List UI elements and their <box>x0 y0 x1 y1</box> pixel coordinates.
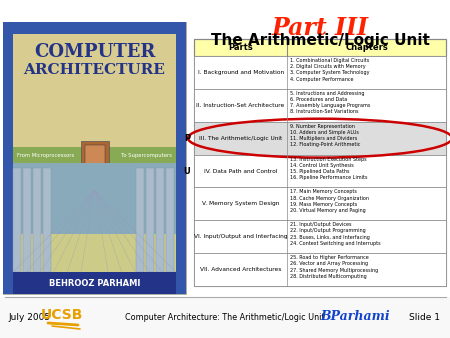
Text: BEHROOZ PARHAMI: BEHROOZ PARHAMI <box>49 279 140 288</box>
Text: P: P <box>184 134 190 143</box>
Text: VII. Advanced Architectures: VII. Advanced Architectures <box>200 267 281 272</box>
FancyBboxPatch shape <box>146 168 154 272</box>
Text: Computer Architecture: The Arithmetic/Logic Unit: Computer Architecture: The Arithmetic/Lo… <box>125 314 325 322</box>
Text: 25. Road to Higher Performance
26. Vector and Array Processing
27. Shared Memory: 25. Road to Higher Performance 26. Vecto… <box>290 255 378 279</box>
Text: IV. Data Path and Control: IV. Data Path and Control <box>204 169 277 173</box>
FancyBboxPatch shape <box>194 220 446 253</box>
Text: V. Memory System Design: V. Memory System Design <box>202 201 279 207</box>
Text: Parts: Parts <box>228 43 253 52</box>
FancyBboxPatch shape <box>23 168 31 272</box>
FancyBboxPatch shape <box>136 168 144 272</box>
Text: 13. Instruction Execution Steps
14. Control Unit Synthesis
15. Pipelined Data Pa: 13. Instruction Execution Steps 14. Cont… <box>290 156 368 180</box>
Text: Slide 1: Slide 1 <box>409 314 440 322</box>
FancyBboxPatch shape <box>194 154 446 188</box>
FancyBboxPatch shape <box>13 234 176 272</box>
FancyBboxPatch shape <box>13 34 176 164</box>
FancyBboxPatch shape <box>85 145 104 165</box>
FancyBboxPatch shape <box>176 22 186 294</box>
Text: The Arithmetic/Logic Unit: The Arithmetic/Logic Unit <box>211 33 429 48</box>
Text: III. The Arithmetic/Logic Unit: III. The Arithmetic/Logic Unit <box>199 136 282 141</box>
FancyBboxPatch shape <box>0 0 450 298</box>
Text: 17. Main Memory Concepts
18. Cache Memory Organization
19. Mass Memory Concepts
: 17. Main Memory Concepts 18. Cache Memor… <box>290 189 369 213</box>
Text: 21. Input/Output Devices
22. Input/Output Programming
23. Buses, Links, and Inte: 21. Input/Output Devices 22. Input/Outpu… <box>290 222 381 246</box>
FancyBboxPatch shape <box>194 253 446 286</box>
Text: From Microprocessors: From Microprocessors <box>17 153 74 158</box>
Text: U: U <box>184 167 190 175</box>
FancyBboxPatch shape <box>81 141 108 169</box>
FancyBboxPatch shape <box>43 168 51 272</box>
Text: I. Background and Motivation: I. Background and Motivation <box>198 70 284 75</box>
FancyBboxPatch shape <box>194 122 446 154</box>
Text: ARCHITECTURE: ARCHITECTURE <box>23 63 166 77</box>
FancyBboxPatch shape <box>13 147 176 164</box>
FancyBboxPatch shape <box>3 22 13 294</box>
Text: 9. Number Representation
10. Adders and Simple ALUs
11. Multipliers and Dividers: 9. Number Representation 10. Adders and … <box>290 124 360 147</box>
FancyBboxPatch shape <box>13 168 21 272</box>
Text: UCSB: UCSB <box>41 308 83 322</box>
Text: VI. Input/Output and Interfacing: VI. Input/Output and Interfacing <box>194 234 288 239</box>
FancyBboxPatch shape <box>194 89 446 122</box>
FancyBboxPatch shape <box>166 168 174 272</box>
FancyBboxPatch shape <box>13 164 176 272</box>
FancyBboxPatch shape <box>194 188 446 220</box>
Text: Part III: Part III <box>271 16 369 40</box>
Text: July 2005: July 2005 <box>8 314 50 322</box>
Text: To Supercomputers: To Supercomputers <box>121 153 172 158</box>
FancyBboxPatch shape <box>156 168 164 272</box>
FancyBboxPatch shape <box>194 56 446 89</box>
Text: Chapters: Chapters <box>345 43 388 52</box>
Text: COMPUTER: COMPUTER <box>34 43 155 61</box>
Text: 1. Combinational Digital Circuits
2. Digital Circuits with Memory
3. Computer Sy: 1. Combinational Digital Circuits 2. Dig… <box>290 58 370 81</box>
Text: BParhami: BParhami <box>320 310 390 322</box>
FancyBboxPatch shape <box>3 22 186 34</box>
FancyBboxPatch shape <box>13 272 176 294</box>
FancyBboxPatch shape <box>0 297 450 338</box>
Text: 5. Instructions and Addressing
6. Procedures and Data
7. Assembly Language Progr: 5. Instructions and Addressing 6. Proced… <box>290 91 371 115</box>
Text: II. Instruction-Set Architecture: II. Instruction-Set Architecture <box>197 103 285 108</box>
FancyBboxPatch shape <box>33 168 41 272</box>
FancyBboxPatch shape <box>194 39 446 56</box>
FancyBboxPatch shape <box>3 22 186 294</box>
